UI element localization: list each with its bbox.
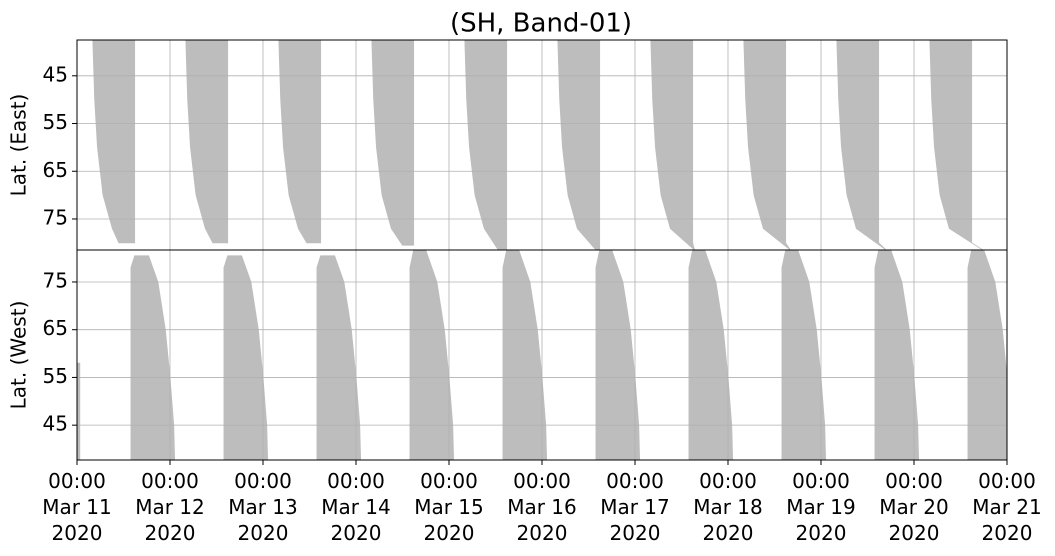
- x-tick-label: 00:00 Mar 14 2020: [321, 469, 391, 545]
- lat-band: [278, 40, 322, 244]
- y-tick-label: 45: [43, 412, 68, 436]
- y-tick-label: 75: [43, 268, 68, 292]
- lat-band: [185, 40, 229, 244]
- y-axis-label: Lat. (East): [7, 94, 31, 197]
- lat-band: [874, 250, 920, 460]
- lat-band: [502, 250, 548, 460]
- lat-band: [316, 255, 362, 460]
- lat-band: [557, 40, 601, 250]
- lat-band: [92, 40, 136, 244]
- y-axis-label: Lat. (West): [7, 301, 31, 410]
- lat-band: [595, 250, 641, 460]
- y-tick-label: 55: [43, 110, 68, 134]
- y-tick-label: 55: [43, 364, 68, 388]
- lat-band: [650, 40, 695, 250]
- lat-band: [464, 40, 508, 250]
- lat-band: [130, 255, 176, 460]
- lat-band: [967, 250, 1007, 460]
- chart-title: (SH, Band-01): [450, 9, 632, 39]
- lat-band: [371, 40, 415, 246]
- x-tick-label: 00:00 Mar 18 2020: [693, 469, 763, 545]
- x-tick-label: 00:00 Mar 15 2020: [414, 469, 484, 545]
- x-tick-label: 00:00 Mar 16 2020: [507, 469, 577, 545]
- y-tick-label: 65: [43, 316, 68, 340]
- lat-band: [836, 40, 887, 250]
- x-tick-label: 00:00 Mar 12 2020: [135, 469, 205, 545]
- y-tick-label: 65: [43, 158, 68, 182]
- x-tick-label: 00:00 Mar 17 2020: [600, 469, 670, 545]
- band-group: [92, 40, 984, 250]
- x-tick-label: 00:00 Mar 21 2020: [972, 469, 1042, 545]
- x-tick-label: 00:00 Mar 20 2020: [879, 469, 949, 545]
- lat-band: [223, 255, 269, 460]
- lat-band: [688, 250, 734, 460]
- x-tick-label: 00:00 Mar 11 2020: [42, 469, 112, 545]
- y-tick-label: 45: [43, 62, 68, 86]
- lat-band: [409, 250, 455, 460]
- lat-band: [77, 362, 81, 460]
- lat-band: [929, 40, 984, 250]
- x-tick-label: 00:00 Mar 19 2020: [786, 469, 856, 545]
- y-tick-label: 75: [43, 205, 68, 229]
- lat-band: [743, 40, 791, 250]
- lat-band: [781, 250, 827, 460]
- x-tick-label: 00:00 Mar 13 2020: [228, 469, 298, 545]
- band-group: [77, 250, 1007, 460]
